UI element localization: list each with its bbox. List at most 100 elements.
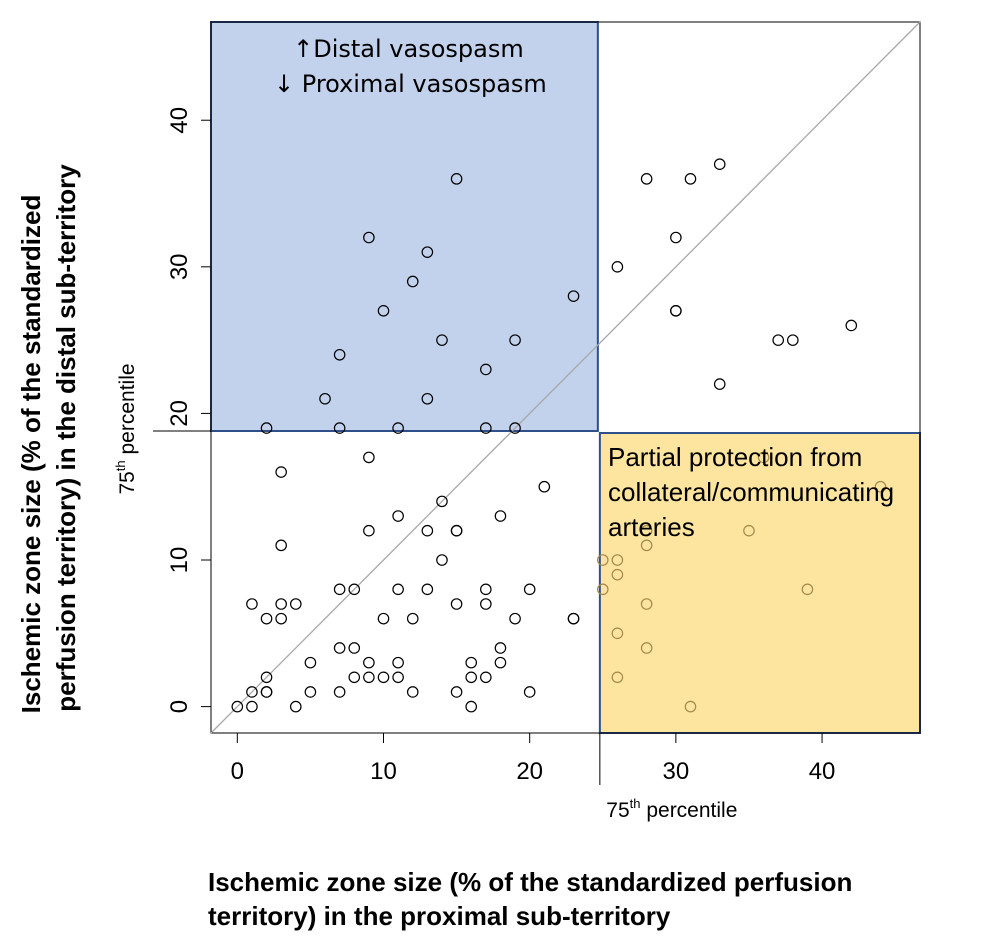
plot-frame [210, 21, 921, 734]
data-point [640, 173, 653, 185]
data-point [392, 583, 404, 596]
y-axis-title-line-2: perfusion territory) in the distal sub-t… [51, 164, 81, 712]
data-point [333, 348, 346, 361]
data-point [246, 686, 258, 698]
data-point [743, 524, 755, 537]
y-tick-label: 20 [166, 400, 193, 427]
data-point [567, 612, 580, 625]
data-point [363, 231, 375, 244]
data-point [611, 568, 624, 581]
data-point [465, 671, 478, 684]
data-point [494, 642, 507, 654]
data-point [333, 686, 346, 698]
data-point [289, 700, 302, 713]
percentile-x-label: 75th percentile [606, 796, 737, 822]
data-point [260, 686, 273, 698]
partial-protection-annotation-line-1: Partial protection from [608, 442, 862, 472]
partial-protection-annotation-line-3: arteries [608, 512, 695, 542]
data-point [377, 671, 390, 684]
x-tick-label: 30 [663, 758, 690, 785]
data-point [567, 290, 580, 302]
data-point [363, 524, 375, 537]
data-point [509, 612, 521, 625]
data-point [450, 524, 463, 537]
data-point [436, 495, 448, 508]
data-point [713, 158, 726, 170]
region-partial-protection [598, 432, 922, 734]
x-axis-title-line-1: Ischemic zone size (% of the standardize… [208, 867, 852, 897]
data-point [670, 304, 682, 317]
data-point [494, 656, 507, 669]
data-point [801, 583, 814, 596]
data-point [465, 656, 478, 669]
data-point [421, 524, 434, 537]
data-point [713, 378, 726, 390]
data-point [596, 554, 609, 566]
data-point [596, 583, 609, 596]
x-tick-label: 0 [231, 758, 244, 785]
identity-reference-line [210, 21, 921, 734]
data-point [480, 363, 492, 376]
data-point [246, 700, 258, 713]
data-point [333, 642, 346, 654]
y-tick-label: 30 [166, 253, 193, 280]
data-point [304, 686, 317, 698]
data-point [874, 480, 887, 493]
data-point [684, 700, 697, 713]
data-point [260, 612, 273, 625]
y-axis-title-line-1: Ischemic zone size (% of the standardize… [16, 195, 46, 714]
data-point [421, 246, 434, 258]
data-point [787, 334, 799, 346]
percentile-y-label: 75th percentile [113, 363, 139, 494]
axis-ticks: 0 10 20 30 40 0 10 20 30 40 [166, 107, 835, 785]
data-point [275, 598, 287, 610]
data-point [757, 451, 770, 464]
data-point [494, 510, 507, 522]
data-point [260, 671, 273, 684]
proximal-vasospasm-annotation: ↓ Proximal vasospasm [274, 70, 547, 98]
y-tick-label: 40 [166, 107, 193, 134]
data-point [450, 686, 463, 698]
data-point [421, 392, 434, 405]
data-point [523, 583, 536, 596]
data-point [392, 656, 404, 669]
data-point [465, 700, 478, 713]
data-point [772, 334, 784, 346]
data-point [319, 392, 331, 405]
data-point [406, 275, 419, 288]
y-tick-label: 10 [166, 547, 193, 574]
x-tick-label: 10 [370, 758, 397, 785]
data-point [289, 598, 302, 610]
y-tick-label: 0 [166, 700, 193, 713]
quadrant-regions [210, 21, 922, 734]
data-point [348, 583, 361, 596]
data-point [421, 583, 434, 596]
data-point [509, 422, 521, 434]
data-point [406, 612, 419, 625]
data-point [640, 524, 653, 537]
x-tick-label: 20 [516, 758, 543, 785]
data-point [392, 422, 404, 434]
data-point [450, 173, 463, 185]
distal-vasospasm-annotation: ↑Distal vasospasm [293, 35, 524, 63]
data-point [275, 466, 287, 478]
region-distal-vasospasm [210, 21, 599, 433]
data-point [348, 671, 361, 684]
data-point [231, 700, 244, 713]
data-points [231, 158, 887, 713]
data-point [304, 656, 317, 669]
data-point [480, 598, 492, 610]
data-point [348, 642, 361, 654]
data-point [275, 539, 287, 552]
data-point [436, 334, 448, 346]
data-point [509, 334, 521, 346]
data-point [480, 422, 492, 434]
data-point [377, 304, 390, 317]
data-point [392, 671, 404, 684]
data-point [363, 451, 375, 464]
data-point [436, 554, 448, 566]
data-point [406, 686, 419, 698]
data-point [333, 422, 346, 434]
data-point [670, 231, 682, 244]
